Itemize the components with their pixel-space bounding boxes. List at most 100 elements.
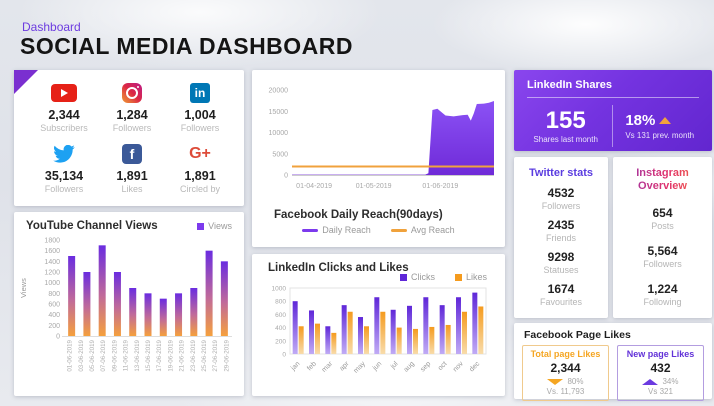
mini-stat-label: Favourites <box>539 297 583 307</box>
mini-stat-value: 654 <box>652 206 673 220</box>
instagram-icon[interactable] <box>98 82 166 104</box>
mini-stat-label: Following <box>643 297 682 307</box>
instagram-overview-list: 654 Posts 5,564 Followers 1,224 Following <box>613 206 712 307</box>
svg-text:01-06-2019: 01-06-2019 <box>67 339 74 371</box>
twitter-icon[interactable] <box>30 143 98 165</box>
svg-text:aug: aug <box>403 360 416 373</box>
page-title: SOCIAL MEDIA DASHBOARD <box>20 33 354 59</box>
svg-text:1200: 1200 <box>44 270 60 277</box>
svg-text:25-06-2019: 25-06-2019 <box>201 339 208 371</box>
stat-twitter: 35,134 Followers <box>30 143 98 194</box>
stat-facebook: f 1,891 Likes <box>98 143 166 194</box>
svg-text:5000: 5000 <box>272 151 288 158</box>
facebook-icon[interactable]: f <box>98 143 166 165</box>
linkedin-shares-title: LinkedIn Shares <box>527 79 699 98</box>
stat-label: Followers <box>180 123 220 133</box>
google-plus-icon[interactable]: G+ <box>189 145 211 162</box>
mini-stat: 2435 Friends <box>514 218 608 243</box>
new-page-likes-percent: 34% <box>662 377 679 386</box>
linkedin-shares-card: LinkedIn Shares 155 Shares last month 18… <box>514 70 712 151</box>
twitter-stats-card: Twitter stats 4532 Followers 2435 Friends 92… <box>514 157 608 318</box>
svg-text:400: 400 <box>48 312 60 319</box>
svg-text:800: 800 <box>48 291 60 298</box>
avg-reach-legend-swatch <box>390 228 407 232</box>
mini-stat-value: 9298 <box>547 250 575 264</box>
mini-stat-value: 2435 <box>547 218 575 232</box>
stat-value: 35,134 <box>44 169 84 183</box>
total-page-likes-value: 2,344 <box>550 361 581 375</box>
daily-reach-legend-label: Daily Reach <box>322 225 371 235</box>
stat-value: 1,891 <box>184 169 216 183</box>
linkedin-shares-value: 155 <box>545 106 586 134</box>
svg-text:03-06-2019: 03-06-2019 <box>78 339 85 371</box>
svg-text:0: 0 <box>284 173 288 180</box>
mini-stat-value: 1,224 <box>647 282 678 296</box>
svg-text:01-06-2019: 01-06-2019 <box>422 183 458 190</box>
svg-text:jan: jan <box>289 360 301 372</box>
svg-text:feb: feb <box>306 360 318 372</box>
svg-text:dec: dec <box>468 360 481 373</box>
svg-text:17-06-2019: 17-06-2019 <box>156 339 163 371</box>
new-page-likes-vs: Vs 321 <box>648 387 673 396</box>
svg-text:01-04-2019: 01-04-2019 <box>296 183 332 190</box>
stat-label: Subscribers <box>40 123 88 133</box>
svg-text:09-06-2019: 09-06-2019 <box>111 339 118 371</box>
stat-value: 1,004 <box>184 108 216 122</box>
likes-legend-label: Likes <box>465 272 487 282</box>
svg-text:29-06-2019: 29-06-2019 <box>223 339 230 371</box>
twitter-stats-title: Twitter stats <box>529 167 593 179</box>
facebook-page-likes-title: Facebook Page Likes <box>524 329 631 341</box>
svg-text:1600: 1600 <box>44 248 60 255</box>
trend-down-icon <box>547 378 564 385</box>
mini-stat-label: Statuses <box>543 265 579 275</box>
stat-label: Likes <box>121 184 143 194</box>
svg-text:27-06-2019: 27-06-2019 <box>212 339 219 371</box>
youtube-views-chart: 0 200 400 600 800 1000 1200 1400 1600 1800 Views 01… <box>18 232 240 393</box>
svg-text:800: 800 <box>275 299 286 306</box>
mini-stat-label: Followers <box>541 201 581 211</box>
svg-text:10000: 10000 <box>269 130 289 137</box>
youtube-chart-title: YouTube Channel Views <box>26 220 158 232</box>
linkedin-clicks-card: LinkedIn Clicks and Likes Clicks Likes 0… <box>252 254 505 396</box>
svg-text:23-06-2019: 23-06-2019 <box>190 339 197 371</box>
svg-text:1000: 1000 <box>272 286 287 293</box>
svg-text:nov: nov <box>452 360 465 373</box>
daily-reach-legend-swatch <box>302 228 319 232</box>
new-page-likes-value: 432 <box>650 361 671 375</box>
stat-youtube: 2,344 Subscribers <box>30 82 98 133</box>
stat-gplus: G+ 1,891 Circled by <box>166 143 234 194</box>
facebook-page-likes-card: Facebook Page Likes Total page Likes 2,3… <box>514 323 712 401</box>
facebook-reach-card: 0 5000 10000 15000 20000 01-04-2019 01-05-2019… <box>252 70 505 247</box>
youtube-icon[interactable] <box>30 82 98 104</box>
avg-reach-legend-label: Avg Reach <box>410 225 455 235</box>
svg-text:15000: 15000 <box>269 109 289 116</box>
mini-stat: 1674 Favourites <box>514 282 608 307</box>
svg-text:200: 200 <box>275 338 286 345</box>
svg-text:Views: Views <box>19 278 28 298</box>
linkedin-clicks-title: LinkedIn Clicks and Likes <box>268 262 409 274</box>
twitter-stats-list: 4532 Followers 2435 Friends 9298 Statuses 1674… <box>514 186 608 307</box>
svg-text:apr: apr <box>338 360 351 373</box>
mini-stat: 4532 Followers <box>514 186 608 211</box>
instagram-overview-card: Instagram Overview 654 Posts 5,564 Follower… <box>613 157 712 318</box>
card-corner-accent <box>14 70 38 94</box>
new-page-likes-title: New page Likes <box>626 349 695 359</box>
svg-text:may: may <box>353 360 368 375</box>
svg-text:19-06-2019: 19-06-2019 <box>167 339 174 371</box>
instagram-overview-title: Instagram Overview <box>613 167 712 193</box>
linkedin-icon[interactable]: in <box>166 82 234 104</box>
svg-text:mar: mar <box>321 360 335 374</box>
mini-stat: 654 Posts <box>613 206 712 231</box>
stat-linkedin: in 1,004 Followers <box>166 82 234 133</box>
svg-text:13-06-2019: 13-06-2019 <box>134 339 141 371</box>
linkedin-shares-value-label: Shares last month <box>533 134 598 144</box>
clicks-legend-swatch <box>399 273 407 281</box>
vertical-divider <box>612 105 614 147</box>
mini-stat-value: 5,564 <box>647 244 678 258</box>
stat-instagram: 1,284 Followers <box>98 82 166 133</box>
svg-text:600: 600 <box>48 302 60 309</box>
linkedin-clicks-legend: Clicks Likes <box>258 272 501 282</box>
svg-text:oct: oct <box>437 360 449 372</box>
breadcrumb[interactable]: Dashboard <box>22 20 81 34</box>
stat-value: 2,344 <box>48 108 80 122</box>
